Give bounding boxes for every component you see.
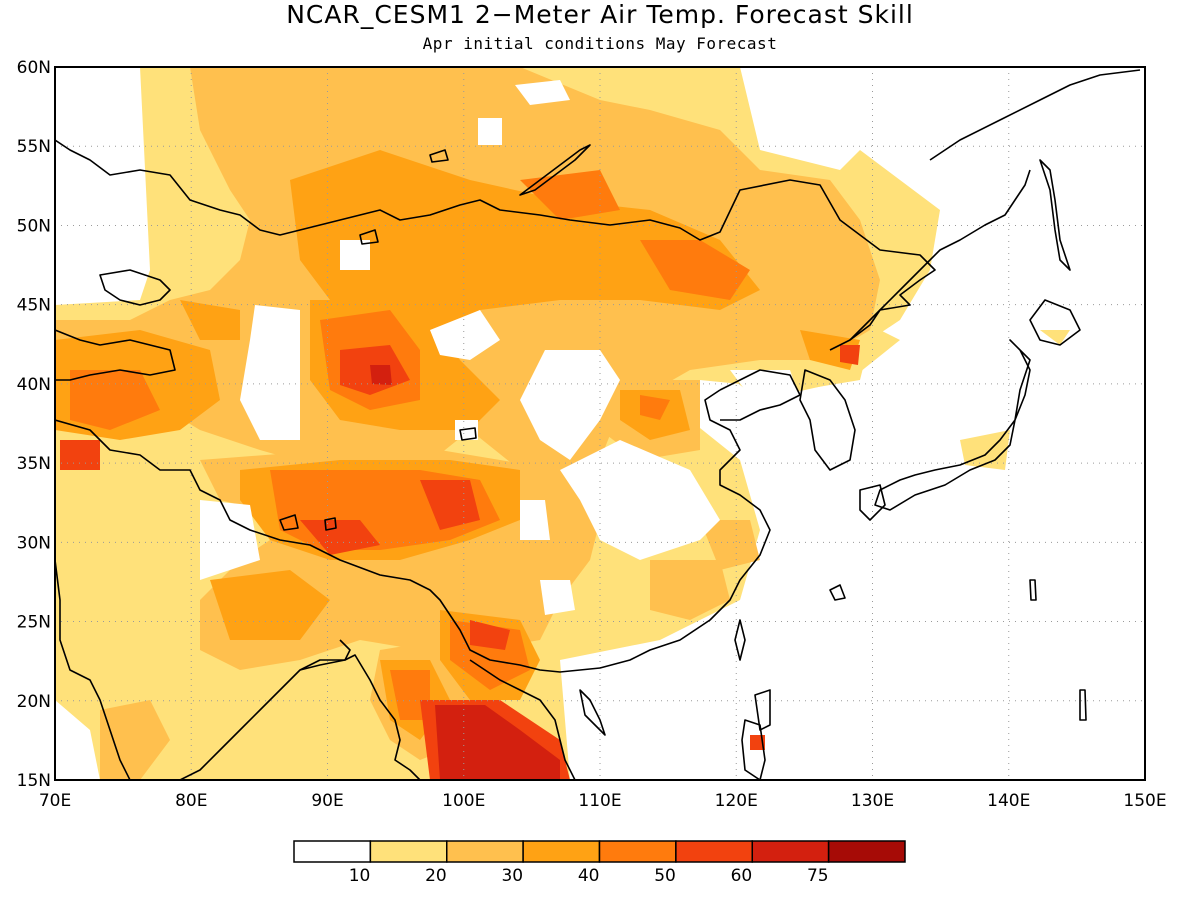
colorbar-label: 75 bbox=[807, 866, 829, 886]
lat-tick-label: 45N bbox=[17, 296, 51, 316]
lat-tick-label: 60N bbox=[17, 58, 51, 78]
lat-tick-label: 40N bbox=[17, 375, 51, 395]
lon-tick-label: 150E bbox=[1123, 791, 1166, 811]
lat-tick-label: 20N bbox=[17, 692, 51, 712]
skill-shading bbox=[55, 67, 1070, 780]
lat-tick-label: 35N bbox=[17, 454, 51, 474]
colorbar-swatch bbox=[598, 840, 677, 863]
colorbar-swatch bbox=[293, 840, 372, 863]
map-frame bbox=[54, 66, 1146, 781]
lon-tick-label: 130E bbox=[851, 791, 894, 811]
axis-labels: 70E 80E 90E 100E 110E 120E 130E 140E 150E 60N 55N 5… bbox=[17, 58, 1167, 811]
lon-tick-label: 90E bbox=[311, 791, 343, 811]
colorbar: 10 20 30 40 50 60 75 bbox=[293, 840, 906, 886]
figure-title: NCAR_CESM1 2−Meter Air Temp. Forecast Sk… bbox=[286, 0, 914, 29]
gridlines bbox=[55, 67, 1145, 780]
colorbar-label: 30 bbox=[501, 866, 523, 886]
colorbar-swatch bbox=[827, 840, 906, 863]
lat-tick-label: 15N bbox=[17, 771, 51, 791]
colorbar-swatch bbox=[675, 840, 753, 863]
colorbar-swatch bbox=[369, 840, 448, 863]
colorbar-label: 10 bbox=[349, 866, 371, 886]
colorbar-label: 40 bbox=[578, 866, 600, 886]
colorbar-swatch bbox=[522, 840, 601, 863]
lon-tick-label: 140E bbox=[987, 791, 1030, 811]
colorbar-swatch bbox=[446, 840, 524, 863]
lon-tick-label: 120E bbox=[715, 791, 758, 811]
lat-tick-label: 25N bbox=[17, 613, 51, 633]
colorbar-swatch bbox=[751, 840, 830, 863]
figure-subtitle: Apr initial conditions May Forecast bbox=[422, 34, 778, 53]
lat-tick-label: 50N bbox=[17, 216, 51, 236]
colorbar-label: 20 bbox=[425, 866, 447, 886]
lon-tick-label: 110E bbox=[578, 791, 621, 811]
lon-tick-label: 100E bbox=[442, 791, 485, 811]
colorbar-label: 50 bbox=[654, 866, 676, 886]
colorbar-label: 60 bbox=[731, 866, 753, 886]
coastlines-and-borders bbox=[55, 69, 1141, 780]
lon-tick-label: 70E bbox=[39, 791, 71, 811]
lat-tick-label: 55N bbox=[17, 137, 51, 157]
lon-tick-label: 80E bbox=[175, 791, 207, 811]
lat-tick-label: 30N bbox=[17, 533, 51, 553]
